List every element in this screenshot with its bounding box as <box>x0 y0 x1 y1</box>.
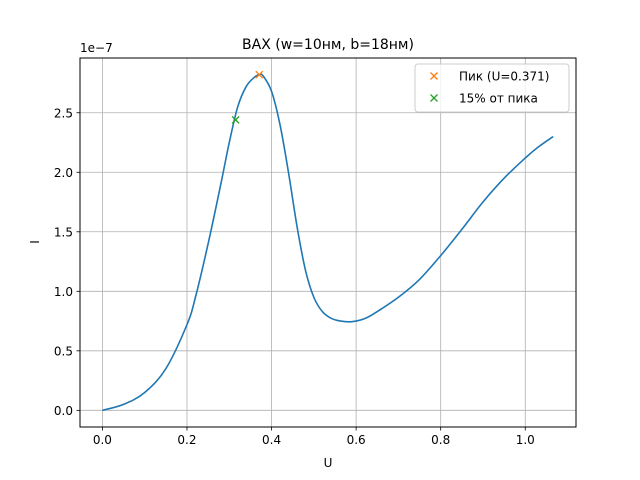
legend-box <box>414 63 570 113</box>
marker-stroke <box>255 70 264 79</box>
x-tick-label: 0.8 <box>431 433 450 447</box>
legend-fifteen-percent-label: 15% от пика <box>459 92 538 106</box>
y-tick-label: 0.5 <box>54 344 73 358</box>
axes-frame <box>79 57 577 428</box>
y-axis-label: I <box>28 240 42 244</box>
y-tick-label: 2.5 <box>54 106 73 120</box>
marker-stroke <box>430 94 438 102</box>
grid <box>80 58 576 427</box>
x-tick-label: 1.0 <box>516 433 535 447</box>
legend-peak-label: Пик (U=0.371) <box>459 70 549 84</box>
fifteen-percent-marker <box>231 115 240 124</box>
iv-curve-line <box>102 73 554 412</box>
marker-stroke <box>231 115 240 124</box>
x-tick-label: 0.0 <box>93 433 112 447</box>
y-offset-label: 1e−7 <box>80 41 113 55</box>
marker-stroke <box>430 72 438 80</box>
axis-ticks: 0.0 0.2 0.4 0.6 0.8 1.0 0.0 0.5 1.0 1.5 2.0 2.5 <box>54 106 535 447</box>
plot-area <box>102 70 554 412</box>
peak-marker <box>255 70 264 79</box>
y-tick-label: 1.0 <box>54 285 73 299</box>
y-tick-label: 0.0 <box>54 404 73 418</box>
x-axis-label: U <box>324 456 333 470</box>
x-tick-label: 0.6 <box>347 433 366 447</box>
y-tick-label: 2.0 <box>54 166 73 180</box>
legend-fifteen-percent-marker <box>430 94 438 102</box>
y-tick-label: 1.5 <box>54 225 73 239</box>
x-tick-label: 0.4 <box>262 433 281 447</box>
legend-peak-marker <box>430 72 438 80</box>
legend: Пик (U=0.371) 15% от пика <box>414 63 570 113</box>
chart-title: ВАХ (w=10нм, b=18нм) <box>242 37 414 53</box>
x-tick-label: 0.2 <box>177 433 196 447</box>
